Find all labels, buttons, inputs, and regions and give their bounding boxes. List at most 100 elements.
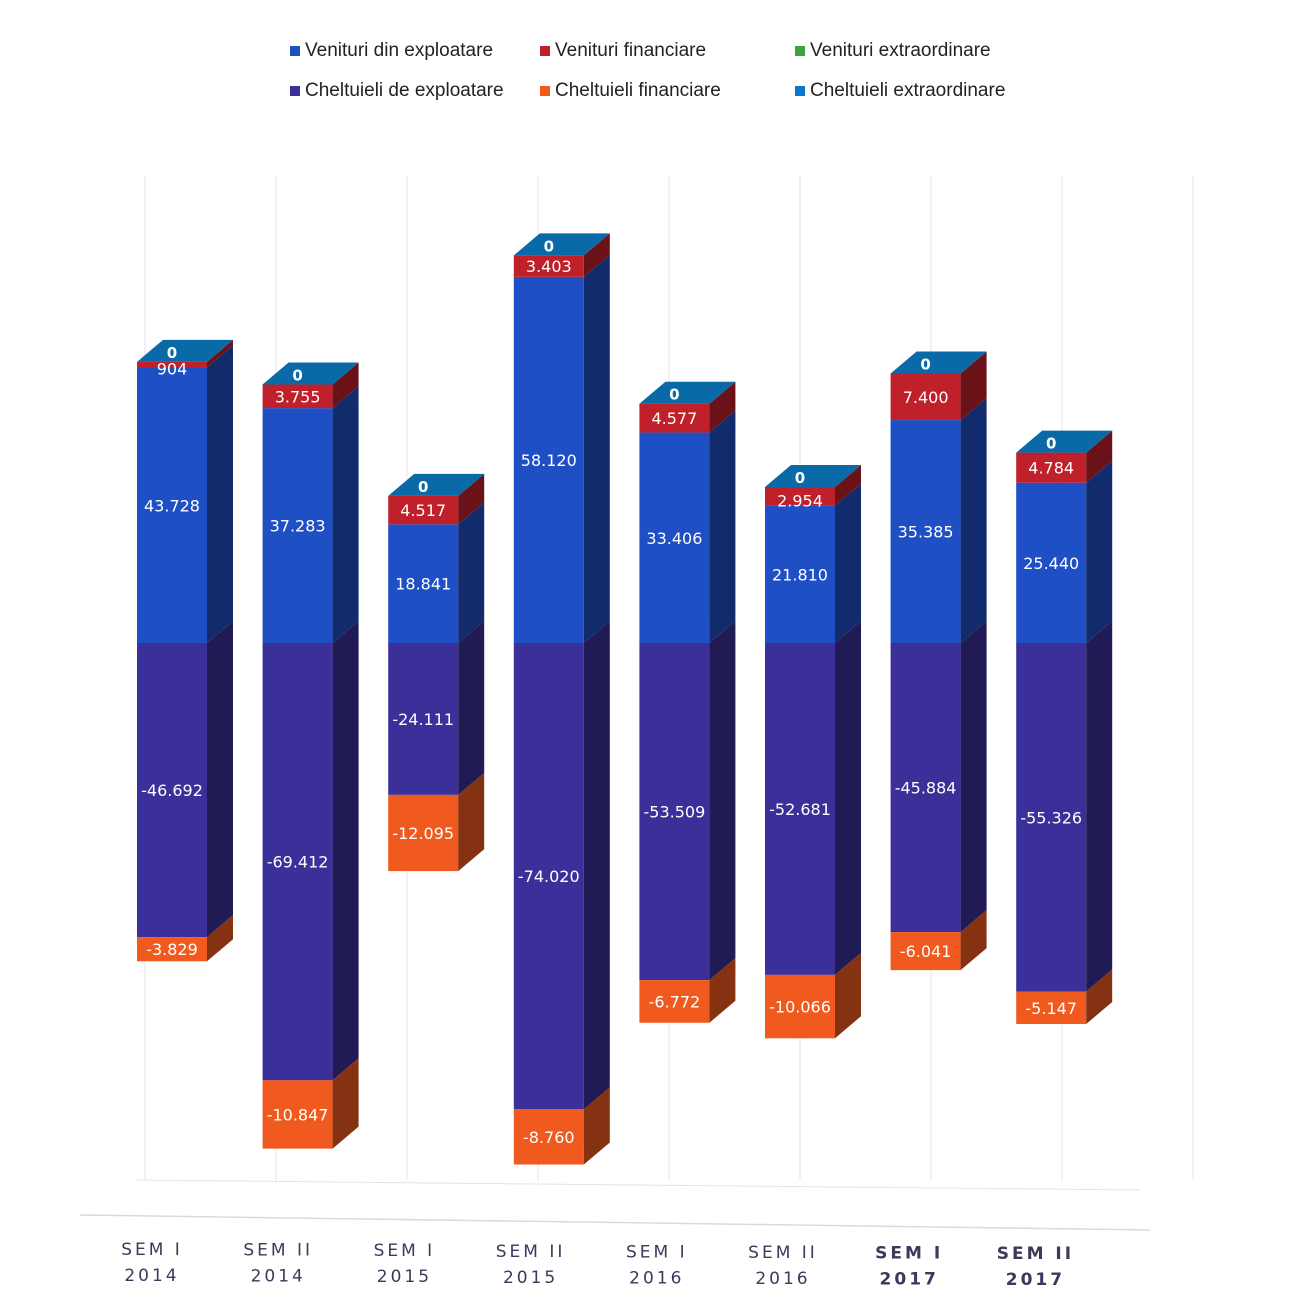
- x-tick-label: 2014: [251, 1267, 306, 1287]
- bar-side: [583, 621, 610, 1110]
- legend-swatch: [795, 46, 805, 56]
- data-label: 58.120: [521, 451, 577, 470]
- bar-side: [709, 381, 736, 433]
- bar-front: [890, 643, 961, 933]
- legend-item-cheltuieli-extraordinare: Cheltuieli extraordinare: [795, 80, 1055, 102]
- bar-front: [890, 420, 961, 643]
- data-label: -6.041: [900, 942, 952, 961]
- x-tick-label: SEM II: [748, 1243, 818, 1263]
- x-tick-label: 2015: [377, 1267, 432, 1287]
- data-label: -52.681: [769, 800, 831, 819]
- bar-front: [639, 980, 710, 1023]
- data-label: 2.954: [777, 491, 823, 510]
- bar-side: [835, 464, 861, 506]
- bar-side: [332, 621, 359, 1081]
- bar-side: [458, 502, 485, 643]
- data-label: 37.283: [270, 517, 326, 536]
- x-tick-label: 2014: [124, 1266, 179, 1286]
- data-label: 0: [795, 469, 805, 487]
- data-label: -53.509: [644, 803, 706, 822]
- legend-item-venituri-exploatare: Venituri din exploatare: [290, 40, 540, 62]
- data-label: 21.810: [772, 565, 828, 584]
- x-tick-label: 2017: [1006, 1270, 1065, 1290]
- bar-top: [262, 362, 359, 385]
- data-label: -10.066: [769, 998, 831, 1017]
- bar-side: [583, 254, 610, 643]
- bar-top: [890, 351, 987, 374]
- bar-side: [709, 958, 736, 1023]
- x-tick-label: SEM II: [997, 1244, 1074, 1264]
- bar-top: [639, 381, 736, 404]
- legend-label: Cheltuieli financiare: [555, 80, 721, 101]
- bar-side: [1086, 621, 1113, 992]
- data-label: -3.829: [146, 940, 198, 959]
- data-label: 18.841: [395, 575, 451, 594]
- bar-side: [332, 386, 359, 643]
- bar-side: [960, 621, 987, 933]
- bar-side: [1086, 460, 1113, 643]
- data-label: -12.095: [392, 824, 454, 843]
- bar-side: [709, 410, 736, 643]
- bar-side: [960, 351, 987, 421]
- bar-side: [458, 621, 485, 795]
- bar-front: [388, 794, 459, 872]
- bar-front: [388, 495, 459, 525]
- data-label: -55.326: [1020, 808, 1082, 827]
- data-label: 0: [920, 355, 930, 373]
- data-label: 33.406: [646, 529, 702, 548]
- legend-item-cheltuieli-exploatare: Cheltuieli de exploatare: [290, 80, 540, 102]
- data-label: 4.517: [400, 501, 446, 520]
- bar-front: [262, 643, 333, 1081]
- bar-front: [1016, 482, 1087, 643]
- legend-item-venituri-financiare: Venituri financiare: [540, 40, 795, 62]
- data-label: 43.728: [144, 496, 200, 515]
- bar-side: [583, 233, 610, 277]
- x-tick-label: 2016: [755, 1269, 810, 1289]
- x-tick-label: SEM I: [875, 1244, 943, 1264]
- bar-side: [207, 345, 233, 643]
- bar-front: [765, 974, 835, 1039]
- legend-item-venituri-extraordinare: Venituri extraordinare: [795, 40, 1055, 62]
- bar-top: [1016, 430, 1113, 453]
- bar-front: [765, 486, 835, 506]
- bar-side: [960, 910, 987, 971]
- bar-front: [639, 432, 710, 643]
- data-label: 4.577: [651, 409, 697, 428]
- legend-item-cheltuieli-financiare: Cheltuieli financiare: [540, 80, 795, 102]
- data-label: 35.385: [898, 523, 954, 542]
- data-label: -69.412: [267, 853, 329, 872]
- bar-side: [835, 952, 861, 1039]
- floor-edge: [79, 1214, 1151, 1231]
- data-label: 0: [418, 478, 428, 496]
- bar-side: [960, 398, 987, 643]
- x-tick-label: 2017: [880, 1270, 939, 1290]
- data-label: 0: [167, 344, 177, 362]
- x-tick-label: SEM I: [121, 1240, 183, 1260]
- x-tick-label: SEM II: [496, 1242, 566, 1262]
- legend-label: Venituri financiare: [555, 40, 707, 61]
- bar-side: [332, 362, 359, 409]
- bar-side: [583, 1087, 610, 1165]
- data-label: -6.772: [649, 992, 701, 1011]
- bar-side: [835, 621, 861, 975]
- data-label: 7.400: [903, 388, 949, 407]
- bar-front: [513, 643, 584, 1110]
- bar-front: [765, 643, 835, 975]
- bar-side: [207, 621, 233, 938]
- bar-front: [262, 384, 333, 409]
- bar-front: [513, 1109, 584, 1165]
- bar-front: [765, 505, 835, 643]
- bar-side: [458, 772, 485, 872]
- data-label: 25.440: [1023, 554, 1079, 573]
- bar-front: [1016, 452, 1087, 483]
- data-label: 4.784: [1028, 459, 1074, 478]
- legend-swatch: [540, 86, 550, 96]
- bar-front: [137, 361, 207, 368]
- data-label: 0: [669, 386, 679, 404]
- legend-swatch: [795, 86, 805, 96]
- bar-front: [388, 643, 459, 795]
- data-label: 0: [544, 237, 554, 255]
- bar-side: [207, 339, 233, 368]
- data-label: -24.111: [392, 710, 454, 729]
- data-label: -10.847: [267, 1105, 329, 1124]
